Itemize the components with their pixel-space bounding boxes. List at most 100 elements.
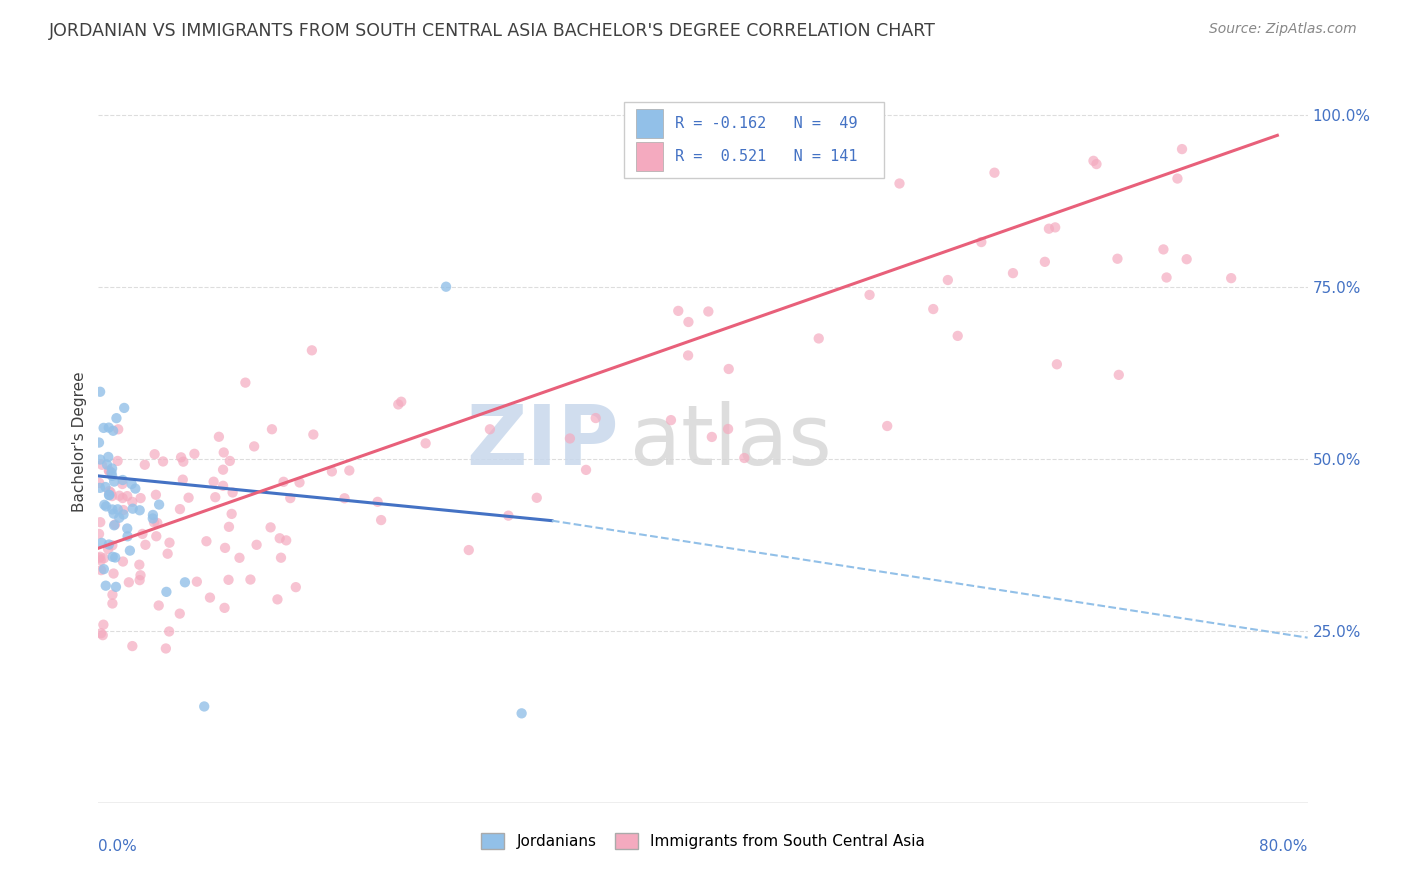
Point — [876, 419, 898, 434]
Point — [129, 491, 152, 505]
Point — [143, 447, 166, 461]
Point — [221, 485, 243, 500]
Point — [146, 516, 169, 530]
Point — [936, 273, 959, 287]
Point — [124, 482, 146, 496]
Point — [302, 427, 325, 442]
Point — [246, 538, 269, 552]
Point — [1033, 255, 1056, 269]
Point — [111, 555, 134, 569]
Point — [198, 591, 221, 605]
Point — [214, 541, 236, 555]
Point — [195, 534, 218, 549]
Point — [157, 624, 180, 639]
Point — [922, 301, 945, 316]
Point — [218, 573, 240, 587]
Point — [1220, 271, 1243, 285]
Point — [152, 454, 174, 468]
Point — [101, 538, 124, 552]
Point — [1001, 266, 1024, 280]
Point — [104, 580, 127, 594]
Point — [100, 485, 122, 500]
FancyBboxPatch shape — [624, 102, 884, 178]
Point — [103, 475, 125, 489]
Point — [101, 597, 124, 611]
Text: R = -0.162   N =  49: R = -0.162 N = 49 — [675, 116, 858, 131]
Point — [457, 543, 479, 558]
Point — [1046, 357, 1069, 371]
Point — [118, 543, 141, 558]
Point — [218, 520, 240, 534]
Point — [321, 465, 343, 479]
Text: 0.0%: 0.0% — [98, 838, 138, 854]
Point — [89, 475, 111, 490]
Point — [208, 430, 231, 444]
Point — [370, 513, 392, 527]
Point — [101, 588, 124, 602]
Point — [97, 450, 120, 464]
Point — [94, 579, 117, 593]
Point — [89, 452, 111, 467]
Point — [111, 491, 134, 505]
Point — [717, 422, 740, 436]
Point — [87, 527, 110, 541]
Point — [270, 550, 292, 565]
Point — [101, 461, 124, 475]
Point — [155, 585, 177, 599]
Point — [387, 397, 409, 411]
Point — [389, 394, 412, 409]
Point — [111, 477, 134, 491]
Point — [221, 507, 243, 521]
Point — [367, 495, 389, 509]
Point — [204, 490, 226, 504]
Point — [117, 529, 139, 543]
Point — [212, 463, 235, 477]
Point — [1175, 252, 1198, 267]
Point — [115, 489, 138, 503]
Point — [337, 463, 360, 477]
Point — [89, 384, 111, 399]
Point — [498, 508, 520, 523]
Point — [276, 533, 298, 548]
Point — [1152, 243, 1174, 257]
Point — [97, 537, 120, 551]
Point — [193, 699, 215, 714]
Point — [96, 458, 118, 472]
Point — [172, 473, 194, 487]
Point — [243, 439, 266, 453]
Point — [169, 607, 191, 621]
Point — [1043, 220, 1066, 235]
Point — [155, 641, 177, 656]
Point — [807, 331, 830, 345]
Point — [1156, 270, 1178, 285]
Point — [101, 549, 124, 564]
Point — [97, 420, 120, 434]
Point — [107, 454, 129, 468]
Point — [93, 562, 115, 576]
Point — [970, 235, 993, 249]
Point — [228, 550, 250, 565]
Point — [575, 463, 598, 477]
Point — [101, 424, 124, 438]
Point — [107, 422, 129, 436]
Point — [415, 436, 437, 450]
Legend: Jordanians, Immigrants from South Central Asia: Jordanians, Immigrants from South Centra… — [481, 833, 925, 849]
Text: JORDANIAN VS IMMIGRANTS FROM SOUTH CENTRAL ASIA BACHELOR'S DEGREE CORRELATION CH: JORDANIAN VS IMMIGRANTS FROM SOUTH CENTR… — [49, 22, 936, 40]
Point — [108, 510, 131, 524]
Point — [93, 421, 115, 435]
Point — [97, 542, 120, 557]
Text: 80.0%: 80.0% — [1260, 838, 1308, 854]
Point — [93, 551, 115, 566]
Point — [90, 563, 112, 577]
Point — [87, 435, 110, 450]
Point — [273, 475, 295, 489]
Point — [717, 362, 740, 376]
Point — [558, 432, 581, 446]
Point — [129, 568, 152, 582]
Point — [111, 473, 134, 487]
Point — [1166, 171, 1188, 186]
Point — [183, 447, 205, 461]
Point — [112, 503, 135, 517]
Point — [134, 458, 156, 472]
Point — [121, 477, 143, 491]
